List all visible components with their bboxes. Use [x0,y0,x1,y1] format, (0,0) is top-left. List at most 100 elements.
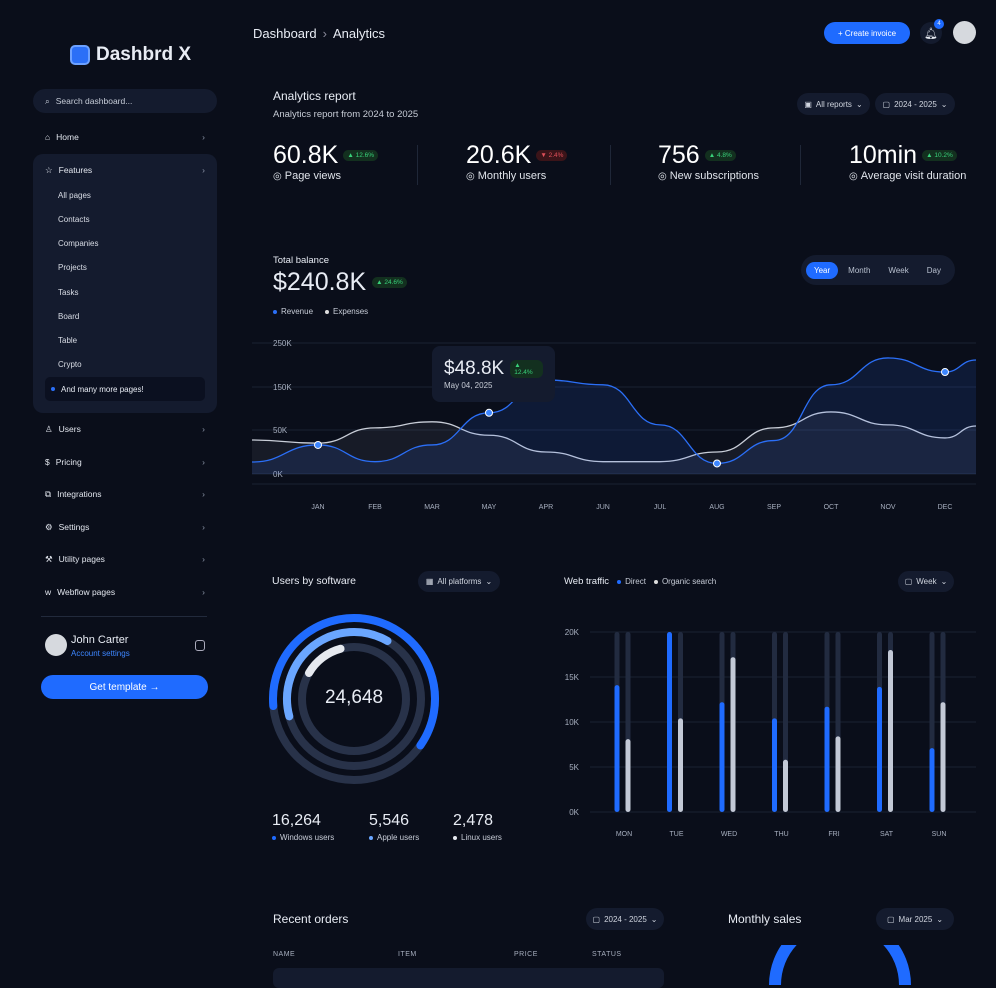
reports-filter-dropdown[interactable]: ▣ All reports ⌄ [797,93,870,115]
sidebar-item-features[interactable]: ☆ Features › [33,157,217,183]
sidebar-sub-all-pages[interactable]: All pages [58,191,91,200]
bar-direct[interactable] [614,685,620,812]
x-tick-label: MAR [424,504,440,511]
tab-day[interactable]: Day [926,265,941,275]
range-dropdown[interactable]: ▢ 2024 - 2025 ⌄ [875,93,955,115]
sidebar-sub-contacts[interactable]: Contacts [58,215,90,224]
bar-direct[interactable] [772,718,777,812]
orders-title: Recent orders [273,912,349,926]
sidebar-sub-crypto[interactable]: Crypto [58,360,82,369]
bar-direct[interactable] [929,748,935,812]
create-invoice-button[interactable]: + Create invoice [824,22,910,44]
platforms-dropdown[interactable]: ▦ All platforms ⌄ [418,571,500,592]
traffic-title: Web traffic [564,576,610,587]
orders-range-dropdown[interactable]: ▢ 2024 - 2025 ⌄ [586,908,664,930]
search-placeholder: Search dashboard... [55,96,133,106]
divider [417,145,418,185]
slice-apple-users[interactable] [283,628,392,721]
data-point[interactable] [941,368,949,377]
bar-direct[interactable] [667,632,672,812]
sidebar-sub-more-pages[interactable]: And many more pages! [45,377,205,401]
label: Features [58,165,93,175]
sidebar-sub-tasks[interactable]: Tasks [58,288,79,297]
sidebar-sub-board[interactable]: Board [58,312,80,321]
sidebar-item-webflow[interactable]: w Webflow pages › [33,579,217,605]
search-input[interactable]: ⌕ Search dashboard... [33,89,217,113]
bar-organic-search[interactable] [730,657,736,812]
sidebar-item-users[interactable]: ♙ Users › [33,416,217,442]
bar-organic-search[interactable] [940,702,946,812]
user-name: John Carter [71,634,129,646]
bar-direct[interactable] [719,702,725,812]
x-tick-label: THU [774,831,788,838]
label: Settings [58,522,90,532]
sidebar-item-settings[interactable]: ⚙ Settings › [33,514,217,540]
label: 2024 - 2025 [604,914,647,924]
y-tick-label: 5K [569,763,579,772]
column-price[interactable]: PRICE [514,951,538,958]
stat-value: 60.8K [273,141,339,169]
legend-dot [369,835,373,840]
breadcrumb-analytics: Analytics [332,26,385,41]
report-subtitle: Analytics report from 2024 to 2025 [273,109,419,120]
tab-year[interactable]: Year [806,261,839,279]
sidebar-item-utility[interactable]: ⚒ Utility pages › [33,546,217,572]
bar-organic-search[interactable] [783,759,788,812]
slice-windows-users[interactable] [269,614,439,750]
monthly-sales-title: Monthly sales [728,912,802,926]
bar-direct[interactable] [877,686,882,812]
chevron-right-icon: › [202,489,205,499]
bar-organic-search[interactable] [625,739,631,812]
column-name[interactable]: NAME [273,951,296,958]
breadcrumb-dashboard[interactable]: Dashboard [253,26,317,41]
legend-dot [653,579,658,584]
software-title: Users by software [272,575,357,587]
breadcrumb-separator: › [322,26,327,41]
x-tick-label: JUL [654,504,667,511]
header-avatar[interactable] [953,21,976,44]
bar-organic-search[interactable] [678,718,683,812]
label: Home [56,132,79,142]
avatar[interactable] [45,634,67,656]
sidebar-toggle-icon[interactable] [195,640,205,651]
notification-count: 4 [934,19,944,29]
bar-organic-search[interactable] [888,650,893,812]
user-icon: ♙ [45,423,53,434]
software-stat: 2,478 Linux users [453,812,502,842]
chevron-right-icon: › [202,587,205,597]
tab-month[interactable]: Month [848,265,871,275]
puzzle-icon: ⧉ [45,488,52,499]
sidebar-item-pricing[interactable]: $ Pricing › [33,449,217,475]
table-row[interactable] [273,968,664,988]
data-point[interactable] [713,459,721,468]
bar-direct[interactable] [824,706,830,812]
bar-organic-search[interactable] [835,736,841,812]
sidebar-sub-companies[interactable]: Companies [58,239,99,248]
x-tick-label: JAN [311,504,324,511]
sidebar-item-home[interactable]: ⌂ Home › [33,124,217,150]
account-settings-link[interactable]: Account settings [71,649,130,658]
traffic-range-dropdown[interactable]: ▢ Week ⌄ [898,571,954,592]
sidebar: Dashbrd X ⌕ Search dashboard... ⌂ Home › ☆ F… [0,0,240,978]
stat-value: 20.6K [466,141,532,169]
software-value: 2,478 [453,812,494,829]
slice-linux-users[interactable] [304,644,345,677]
stat-change-badge: ▲ 4.8% [704,150,736,161]
monthly-range-dropdown[interactable]: ▢ Mar 2025 ⌄ [876,908,954,930]
x-tick-label: WED [721,831,737,838]
sidebar-item-integrations[interactable]: ⧉ Integrations › [33,481,217,507]
active-dot [51,387,55,391]
data-point[interactable] [314,440,322,449]
sidebar-sub-table[interactable]: Table [58,336,78,345]
brand-logo[interactable]: Dashbrd X [70,44,191,66]
x-tick-label: SUN [932,831,947,838]
tab-week[interactable]: Week [888,265,909,275]
column-status[interactable]: STATUS [592,951,622,958]
sidebar-sub-projects[interactable]: Projects [58,263,87,272]
column-item[interactable]: ITEM [398,951,417,958]
get-template-button[interactable]: Get template → [41,675,208,699]
data-point[interactable] [485,408,493,417]
x-tick-label: NOV [880,504,896,511]
chevron-down-icon: ⌄ [650,914,658,924]
